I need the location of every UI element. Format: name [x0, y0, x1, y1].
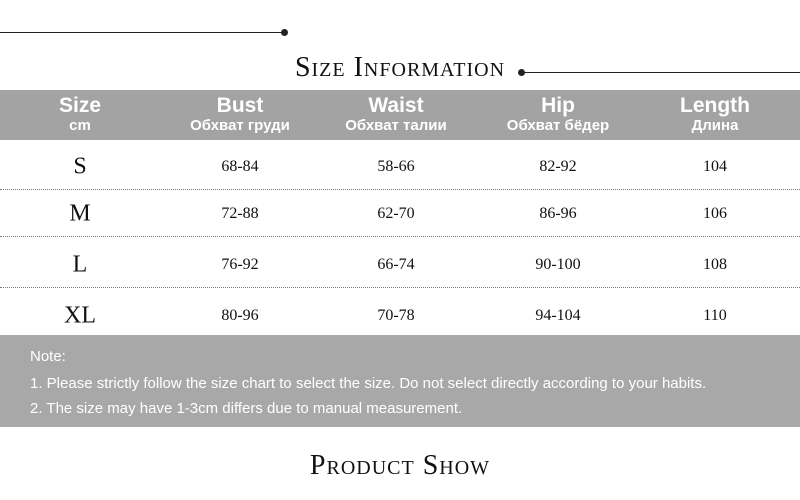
- column-header: Length Длина: [635, 90, 795, 135]
- decor-dot: [281, 29, 288, 36]
- column-sublabel: Обхват талии: [345, 117, 447, 134]
- column-sublabel: Обхват груди: [190, 117, 290, 134]
- column-header: Size cm: [0, 90, 160, 135]
- column-label: Bust: [216, 94, 264, 117]
- table-cell: 108: [703, 256, 727, 273]
- column-sublabel: Обхват бёдер: [506, 117, 610, 134]
- size-label: L: [72, 251, 88, 278]
- decor-line: [0, 32, 283, 33]
- column-sublabel: cm: [69, 117, 91, 134]
- table-cell: 106: [703, 205, 727, 222]
- column-header: Hip Обхват бёдер: [478, 90, 638, 135]
- table-cell: 82-92: [539, 158, 577, 175]
- size-label: S: [73, 153, 87, 180]
- section-title: Product Show: [309, 450, 491, 481]
- section-title: Size Information: [294, 52, 506, 83]
- column-header: Bust Обхват груди: [160, 90, 320, 135]
- table-header: Size cm Bust Обхват груди Waist Обхват талии H…: [0, 90, 800, 140]
- note-item: 1. Please strictly follow the size chart…: [30, 375, 707, 392]
- notes: Note: 1. Please strictly follow the size…: [0, 335, 800, 427]
- note-item: 2. The size may have 1-3cm differs due t…: [30, 400, 463, 417]
- column-label: Hip: [541, 94, 575, 117]
- table-cell: 86-96: [539, 205, 577, 222]
- table-cell: 80-96: [221, 307, 259, 324]
- table-cell: 68-84: [221, 158, 259, 175]
- table-cell: 72-88: [221, 205, 259, 222]
- column-label: Waist: [368, 94, 424, 117]
- table-cell: 110: [703, 307, 727, 324]
- row-separator: [0, 287, 800, 288]
- table-cell: 66-74: [377, 256, 415, 273]
- decor-dot: [518, 69, 525, 76]
- size-label: XL: [64, 302, 96, 329]
- row-separator: [0, 189, 800, 190]
- note-heading: Note:: [30, 348, 66, 365]
- row-separator: [0, 236, 800, 237]
- size-label: M: [69, 200, 91, 227]
- column-sublabel: Длина: [691, 117, 739, 134]
- table-cell: 90-100: [535, 256, 581, 273]
- table-cell: 70-78: [377, 307, 415, 324]
- table-cell: 76-92: [221, 256, 259, 273]
- column-label: Length: [680, 94, 750, 117]
- table-cell: 62-70: [377, 205, 415, 222]
- table-cell: 94-104: [535, 307, 581, 324]
- decor-line: [522, 72, 800, 73]
- column-header: Waist Обхват талии: [316, 90, 476, 135]
- table-cell: 58-66: [377, 158, 415, 175]
- column-label: Size: [58, 94, 102, 117]
- table-cell: 104: [703, 158, 727, 175]
